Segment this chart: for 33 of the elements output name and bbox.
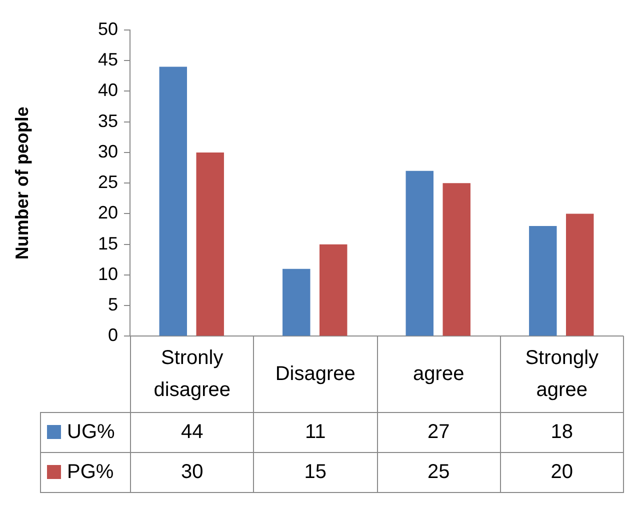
x-tick-label: Strongly agree (500, 336, 624, 412)
x-tick-label: agree (377, 336, 500, 412)
y-tick-label: 0 (108, 325, 118, 346)
data-label: 15 (254, 452, 377, 492)
y-tick-label: 15 (98, 233, 118, 254)
bar (282, 268, 310, 336)
y-tick-label: 45 (98, 50, 118, 70)
y-tick-label: 25 (98, 172, 118, 192)
y-tick-label: 20 (98, 202, 118, 223)
bar (159, 66, 188, 336)
bar (196, 152, 224, 336)
data-label: 20 (500, 452, 624, 492)
legend-label: PG% (67, 460, 114, 483)
legend-label: UG% (67, 420, 115, 443)
bar (529, 226, 557, 336)
y-tick-label: 40 (98, 80, 118, 100)
data-label: 18 (500, 412, 624, 452)
bar (442, 183, 470, 336)
data-label: 27 (377, 412, 500, 452)
data-label: 11 (254, 412, 377, 452)
y-tick-label: 5 (108, 294, 118, 315)
x-tick-label: Stronly disagree (130, 336, 254, 412)
x-tick-label: Disagree (254, 336, 377, 412)
y-tick-label: 30 (98, 141, 118, 162)
bar (406, 170, 434, 336)
data-label: 25 (377, 452, 500, 492)
y-axis-title: Number of people (12, 106, 32, 260)
bar (319, 244, 348, 336)
y-tick-label: 10 (98, 264, 118, 284)
y-tick-label: 50 (98, 18, 118, 39)
bar (566, 214, 594, 336)
data-label: 44 (130, 412, 254, 452)
y-tick-label: 35 (98, 110, 118, 131)
